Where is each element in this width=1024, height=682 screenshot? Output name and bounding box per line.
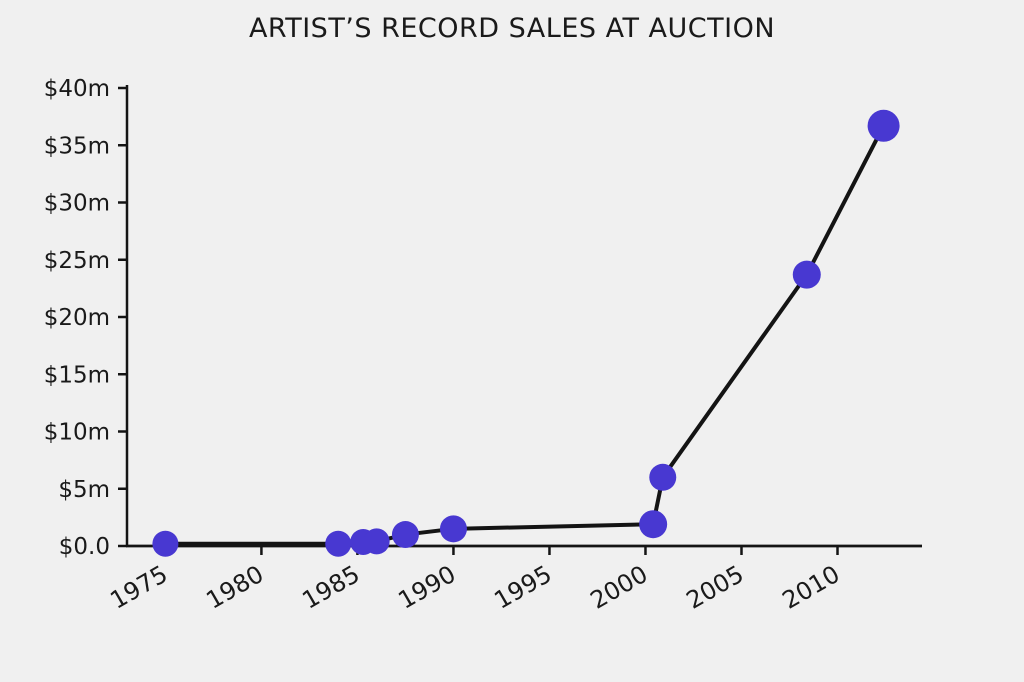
y-tick-label: $25m <box>44 248 110 274</box>
x-tick-label: 1990 <box>394 560 461 615</box>
y-tick-label: $0.0 <box>59 534 110 560</box>
y-tick-label: $20m <box>44 305 110 331</box>
y-tick-label: $30m <box>44 191 110 217</box>
data-point <box>867 109 900 142</box>
y-tick-label: $35m <box>44 133 110 159</box>
x-tick-label: 2005 <box>682 560 749 615</box>
y-tick-label: $5m <box>58 477 110 503</box>
x-tick-label: 1985 <box>298 560 365 615</box>
data-point <box>792 260 821 289</box>
x-tick-label: 2010 <box>778 560 845 615</box>
data-point <box>639 510 668 539</box>
data-point <box>325 530 352 557</box>
y-tick-label: $10m <box>44 420 110 446</box>
data-point <box>439 515 467 543</box>
x-tick-label: 1995 <box>490 560 557 615</box>
y-tick-label: $15m <box>44 362 110 388</box>
x-tick-label: 1975 <box>106 560 173 615</box>
data-point <box>649 463 677 491</box>
chart-title: ARTIST’S RECORD SALES AT AUCTION <box>248 13 776 44</box>
data-point <box>391 521 419 549</box>
x-tick-label: 1980 <box>202 560 269 615</box>
data-line <box>163 123 886 546</box>
x-tick-label: 2000 <box>586 560 653 615</box>
data-point <box>152 530 179 557</box>
data-point <box>363 528 390 555</box>
y-tick-label: $40m <box>44 76 110 102</box>
